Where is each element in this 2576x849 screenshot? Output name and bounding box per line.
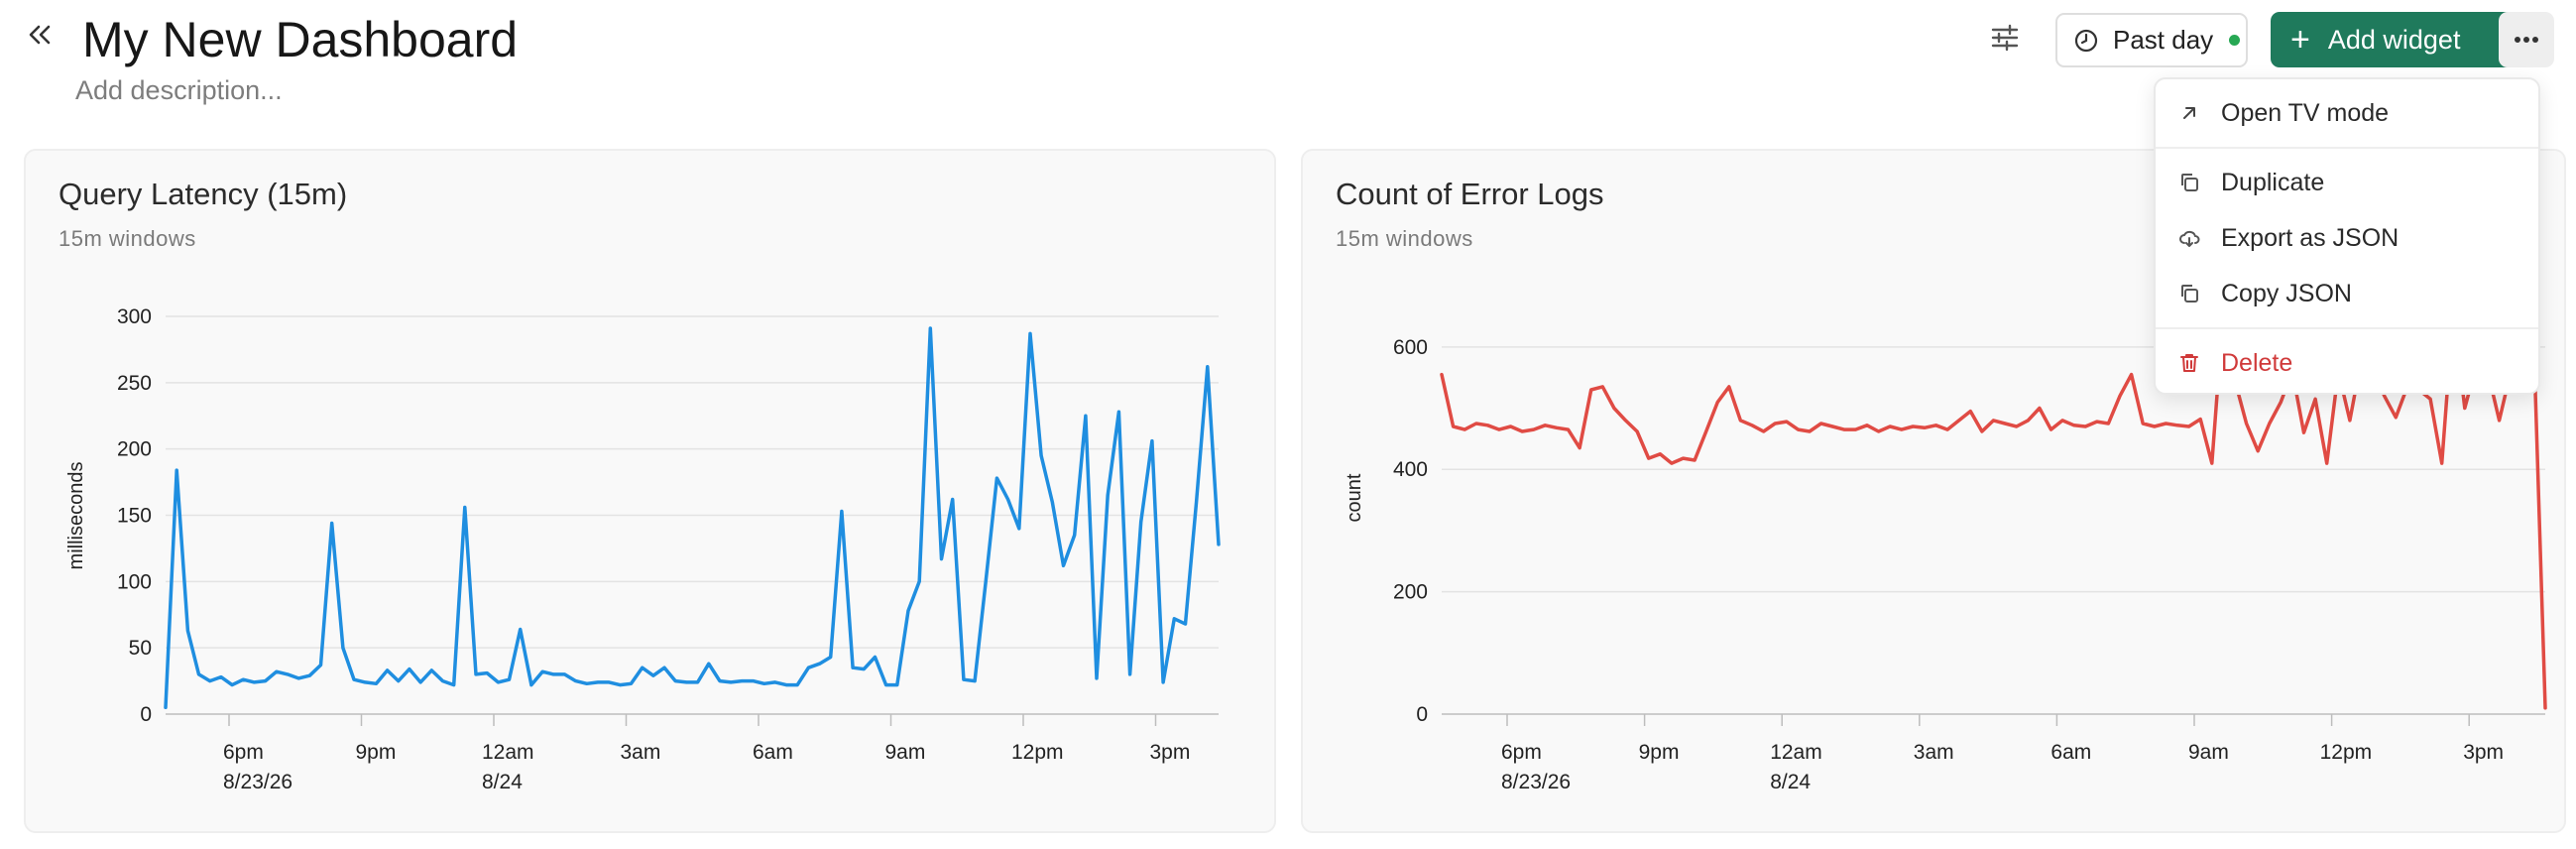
y-axis-label: count: [1344, 473, 1365, 522]
y-tick-label: 400: [1393, 458, 1428, 481]
panel-subtitle: 15m windows: [59, 226, 196, 251]
x-tick-label: 12am: [482, 741, 534, 764]
panel-title: Query Latency (15m): [59, 177, 348, 211]
query-latency-panel[interactable]: Query Latency (15m) 15m windows 0 50 100 15…: [24, 149, 1276, 833]
y-tick-label: 50: [129, 637, 152, 660]
dashboard-options-menu: Open TV mode Duplicate Export as JSON Co…: [2154, 77, 2540, 395]
live-status-dot: [2229, 35, 2241, 46]
y-tick-label: 100: [117, 570, 152, 593]
menu-item-open-tv-mode[interactable]: Open TV mode: [2156, 87, 2538, 139]
collapse-back-icon[interactable]: [22, 18, 56, 52]
x-tick-label: 9pm: [356, 741, 397, 764]
series-line: [164, 326, 1221, 710]
x-tick-label: 6pm: [1501, 741, 1542, 764]
time-range-label: Past day: [2113, 25, 2214, 55]
trash-icon: [2180, 354, 2198, 372]
x-tick-label: 3am: [1914, 741, 1954, 764]
panel-title: Count of Error Logs: [1336, 177, 1604, 211]
x-tick-sublabel: 8/23/26: [223, 771, 293, 793]
clock-icon: [2074, 29, 2098, 52]
menu-item-label: Export as JSON: [2221, 223, 2400, 252]
time-range-button[interactable]: Past day: [2055, 13, 2248, 67]
x-tick-label: 3pm: [1150, 741, 1191, 764]
y-tick-label: 300: [117, 305, 152, 328]
menu-divider: [2156, 147, 2538, 149]
y-tick-label: 200: [117, 438, 152, 461]
x-tick-sublabel: 8/24: [1770, 771, 1811, 793]
filter-settings-icon[interactable]: [1985, 18, 2025, 58]
y-axis-label: milliseconds: [65, 462, 87, 570]
x-tick-label: 6am: [2050, 741, 2091, 764]
y-tick-label: 150: [117, 505, 152, 528]
x-tick-label: 12pm: [1011, 741, 1064, 764]
copy-icon: [2181, 174, 2198, 191]
x-tick-label: 12am: [1770, 741, 1822, 764]
add-widget-label: Add widget: [2327, 24, 2461, 55]
menu-item-label: Delete: [2221, 348, 2293, 377]
y-tick-label: 600: [1393, 336, 1428, 359]
x-tick-sublabel: 8/23/26: [1501, 771, 1571, 793]
menu-item-copy-json[interactable]: Copy JSON: [2156, 268, 2538, 319]
x-tick-label: 3pm: [2463, 741, 2504, 764]
x-tick-label: 3am: [621, 741, 661, 764]
x-tick-label: 6am: [753, 741, 793, 764]
more-options-button[interactable]: [2499, 12, 2554, 67]
menu-item-export-json[interactable]: Export as JSON: [2156, 212, 2538, 264]
copy-icon: [2181, 285, 2198, 303]
description-field[interactable]: Add description...: [75, 75, 283, 105]
y-tick-label: 0: [1416, 703, 1428, 726]
x-tick-label: 9am: [2188, 741, 2229, 764]
y-tick-label: 0: [140, 703, 152, 726]
add-widget-button[interactable]: + Add widget: [2271, 12, 2518, 67]
menu-divider: [2156, 327, 2538, 329]
menu-item-label: Duplicate: [2221, 168, 2325, 196]
query-latency-chart: 0 50 100 150 200 250 300 milliseconds 6pm 8/23/26…: [65, 305, 1221, 793]
menu-item-duplicate[interactable]: Duplicate: [2156, 157, 2538, 208]
panel-subtitle: 15m windows: [1336, 226, 1473, 251]
menu-item-label: Open TV mode: [2221, 98, 2390, 127]
x-tick-label: 6pm: [223, 741, 264, 764]
menu-item-label: Copy JSON: [2221, 279, 2352, 307]
cloud-download-icon: [2179, 230, 2200, 247]
y-tick-label: 250: [117, 372, 152, 395]
y-tick-label: 200: [1393, 581, 1428, 604]
page-title: My New Dashboard: [82, 12, 519, 67]
x-tick-sublabel: 8/24: [482, 771, 523, 793]
x-tick-label: 12pm: [2320, 741, 2373, 764]
x-tick-label: 9am: [885, 741, 926, 764]
plus-icon: +: [2290, 21, 2310, 59]
x-tick-label: 9pm: [1639, 741, 1680, 764]
error-logs-chart: 0 200 400 600 count 6pm 8/23/26 9pm 12am 8/24 3am 6…: [1344, 308, 2547, 793]
more-horizontal-icon: [2515, 37, 2538, 43]
arrow-up-right-icon: [2183, 107, 2195, 119]
menu-item-delete[interactable]: Delete: [2156, 337, 2538, 389]
